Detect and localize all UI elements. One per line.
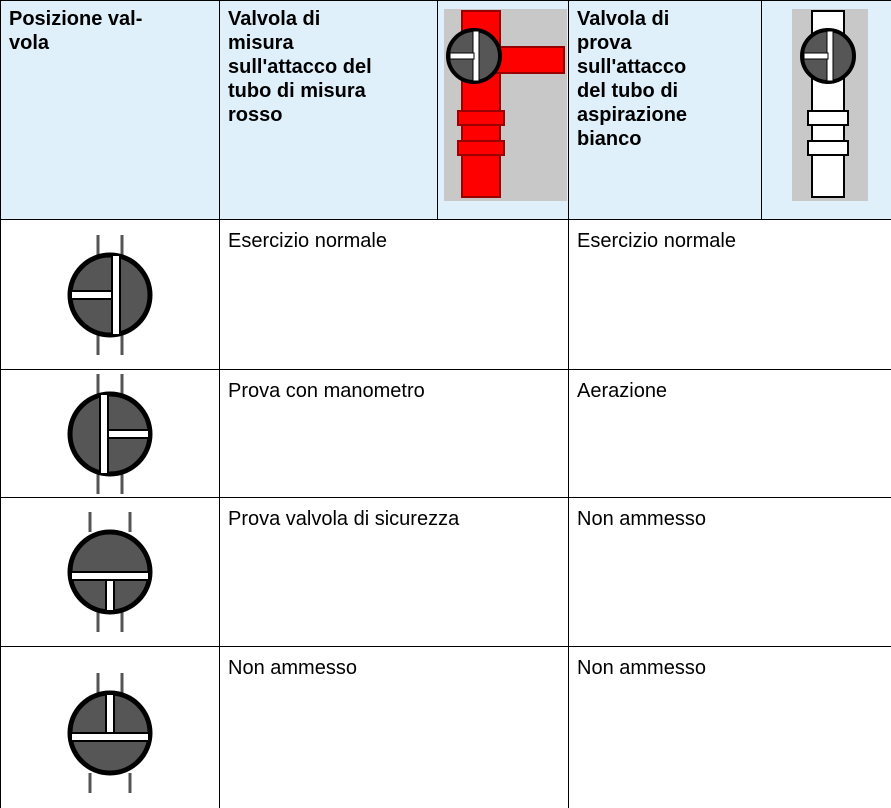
cell: Non ammesso xyxy=(568,646,891,808)
cell: Esercizio normale xyxy=(219,219,569,370)
cell: Aerazione xyxy=(568,369,891,498)
valve-icon xyxy=(60,673,160,793)
header-cell: Posizione val- vola xyxy=(0,0,220,220)
valve-icon xyxy=(60,373,160,494)
cell: Prova con manometro xyxy=(219,369,569,498)
row: Prova valvola di sicurezza Non ammesso xyxy=(0,497,891,647)
cell: Non ammesso xyxy=(568,497,891,647)
header-image-cell xyxy=(437,0,569,220)
valve-icon xyxy=(60,234,160,355)
row: Esercizio normale Esercizio normale xyxy=(0,219,891,370)
valve-icon xyxy=(60,512,160,632)
header-cell: Valvola di misura sull'attacco del tubo … xyxy=(219,0,438,220)
valve-icon-cell xyxy=(0,646,220,808)
valve-icon-cell xyxy=(0,497,220,647)
cell: Prova valvola di sicurezza xyxy=(219,497,569,647)
cell: Non ammesso xyxy=(219,646,569,808)
cell: Esercizio normale xyxy=(568,219,891,370)
header-cell: Valvola di prova sull'attacco del tubo d… xyxy=(568,0,762,220)
row: Prova con manometro Aerazione xyxy=(0,369,891,498)
row: Non ammesso Non ammesso xyxy=(0,646,891,808)
header-row: Posizione val- vola Valvola di misura su… xyxy=(0,0,891,220)
white-valve-image xyxy=(792,9,868,201)
header-image-cell xyxy=(761,0,891,220)
valve-icon-cell xyxy=(0,219,220,370)
red-valve-image xyxy=(444,9,567,201)
valve-icon-cell xyxy=(0,369,220,498)
